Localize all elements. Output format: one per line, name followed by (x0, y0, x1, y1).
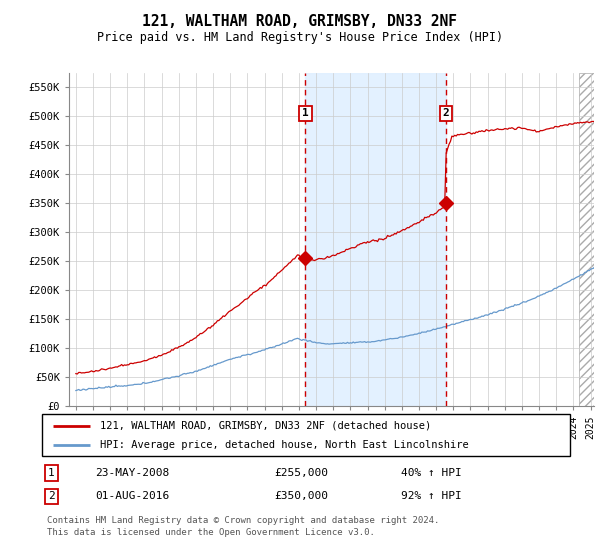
Text: 01-AUG-2016: 01-AUG-2016 (95, 491, 169, 501)
Text: 1: 1 (48, 468, 55, 478)
Text: This data is licensed under the Open Government Licence v3.0.: This data is licensed under the Open Gov… (47, 528, 375, 537)
Text: 2: 2 (443, 109, 449, 118)
Bar (305, 73, 446, 406)
Text: 92% ↑ HPI: 92% ↑ HPI (401, 491, 462, 501)
Text: Price paid vs. HM Land Registry's House Price Index (HPI): Price paid vs. HM Land Registry's House … (97, 31, 503, 44)
Text: 23-MAY-2008: 23-MAY-2008 (95, 468, 169, 478)
Text: Contains HM Land Registry data © Crown copyright and database right 2024.: Contains HM Land Registry data © Crown c… (47, 516, 440, 525)
Text: 40% ↑ HPI: 40% ↑ HPI (401, 468, 462, 478)
Text: £350,000: £350,000 (274, 491, 328, 501)
Text: 2: 2 (48, 491, 55, 501)
Text: £255,000: £255,000 (274, 468, 328, 478)
Text: 121, WALTHAM ROAD, GRIMSBY, DN33 2NF (detached house): 121, WALTHAM ROAD, GRIMSBY, DN33 2NF (de… (100, 421, 431, 431)
Text: HPI: Average price, detached house, North East Lincolnshire: HPI: Average price, detached house, Nort… (100, 440, 469, 450)
Text: 121, WALTHAM ROAD, GRIMSBY, DN33 2NF: 121, WALTHAM ROAD, GRIMSBY, DN33 2NF (143, 14, 458, 29)
FancyBboxPatch shape (42, 414, 570, 456)
Bar (579, 73, 596, 406)
Text: 1: 1 (302, 109, 309, 118)
